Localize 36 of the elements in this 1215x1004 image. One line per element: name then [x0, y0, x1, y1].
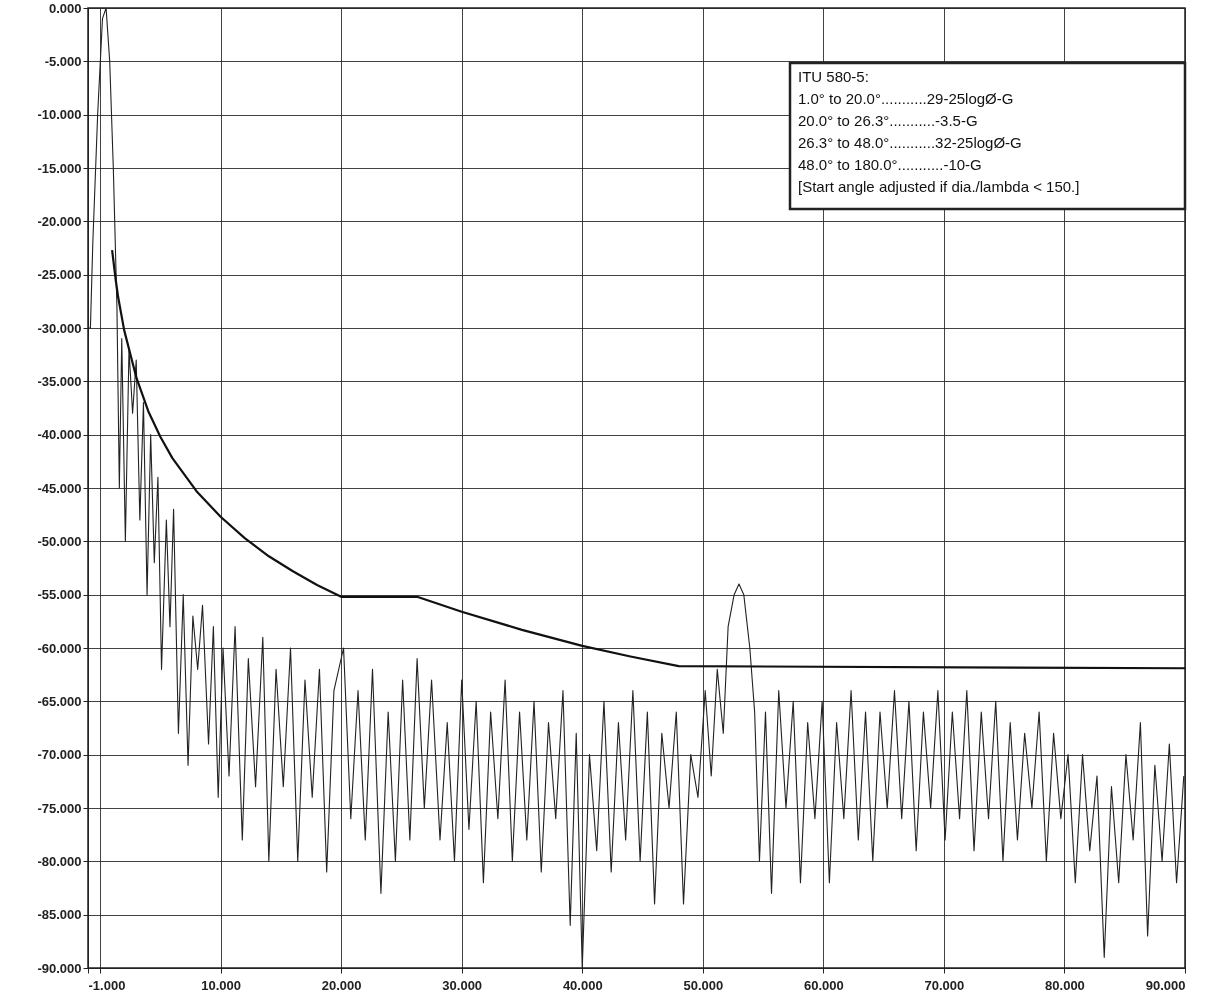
- line-series: [111, 249, 1185, 670]
- annotation: 48.0° to 180.0°...........-10-G: [798, 156, 982, 173]
- y-tick-label: 0.000: [48, 0, 82, 16]
- x-tick-label: 10.000: [201, 977, 241, 993]
- y-tick-label: -40.000: [37, 427, 82, 443]
- x-tick-label: 90.000: [1145, 977, 1186, 993]
- y-tick-label: -55.000: [37, 587, 82, 603]
- y-tick-label: -75.000: [37, 800, 82, 816]
- y-tick-label: -45.000: [37, 480, 82, 496]
- y-tick-label: -15.000: [37, 160, 82, 176]
- x-tick-label: 60.000: [803, 977, 844, 993]
- y-tick-label: -90.000: [37, 960, 82, 976]
- x-tick-label: 70.000: [924, 977, 965, 993]
- y-tick-label: -85.000: [37, 907, 82, 923]
- y-tick-label: -20.000: [37, 213, 82, 229]
- annotation: ITU 580-5:: [798, 68, 869, 85]
- y-tick-label: -25.000: [37, 267, 82, 283]
- y-tick-label: -60.000: [37, 640, 82, 656]
- x-tick-label: -1.000: [88, 977, 126, 993]
- y-tick-label: -50.000: [37, 533, 82, 549]
- y-tick-label: -70.000: [37, 747, 82, 763]
- y-tick-label: -65.000: [37, 693, 82, 709]
- x-tick-label: 50.000: [683, 977, 724, 993]
- annotation: 1.0° to 20.0°...........29-25logØ-G: [798, 90, 1014, 107]
- y-tick-label: -35.000: [37, 373, 82, 389]
- annotation: 20.0° to 26.3°...........-3.5-G: [798, 112, 978, 129]
- y-tick-label: -5.000: [44, 53, 82, 69]
- annotation: 26.3° to 48.0°...........32-25logØ-G: [798, 134, 1022, 151]
- x-tick-label: 30.000: [442, 977, 483, 993]
- y-tick-label: -10.000: [37, 107, 82, 123]
- y-tick-label: -80.000: [37, 853, 82, 869]
- x-tick-label: 20.000: [321, 977, 362, 993]
- x-tick-label: 40.000: [562, 977, 603, 993]
- x-tick-label: 80.000: [1045, 977, 1085, 993]
- y-tick-label: -30.000: [37, 320, 82, 336]
- annotation: [Start angle adjusted if dia./lambda < 150.]: [798, 178, 1080, 195]
